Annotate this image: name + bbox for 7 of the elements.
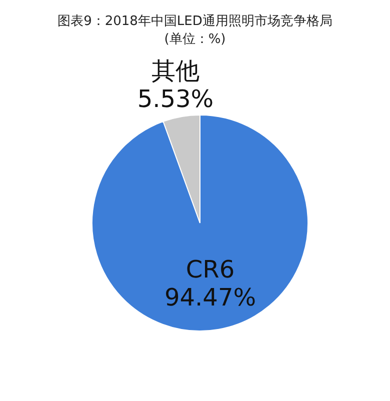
slice-label: CR6 (186, 256, 235, 284)
data-label: 5.53% (137, 85, 214, 114)
data-label: 94.47% (164, 284, 256, 312)
slice-label: 其他 (151, 57, 200, 86)
chart-title: 图表9：2018年中国LED通用照明市场竞争格局 (56, 13, 334, 30)
pie-slice (92, 114, 308, 332)
chart-subtitle: (单位：%) (163, 31, 227, 48)
